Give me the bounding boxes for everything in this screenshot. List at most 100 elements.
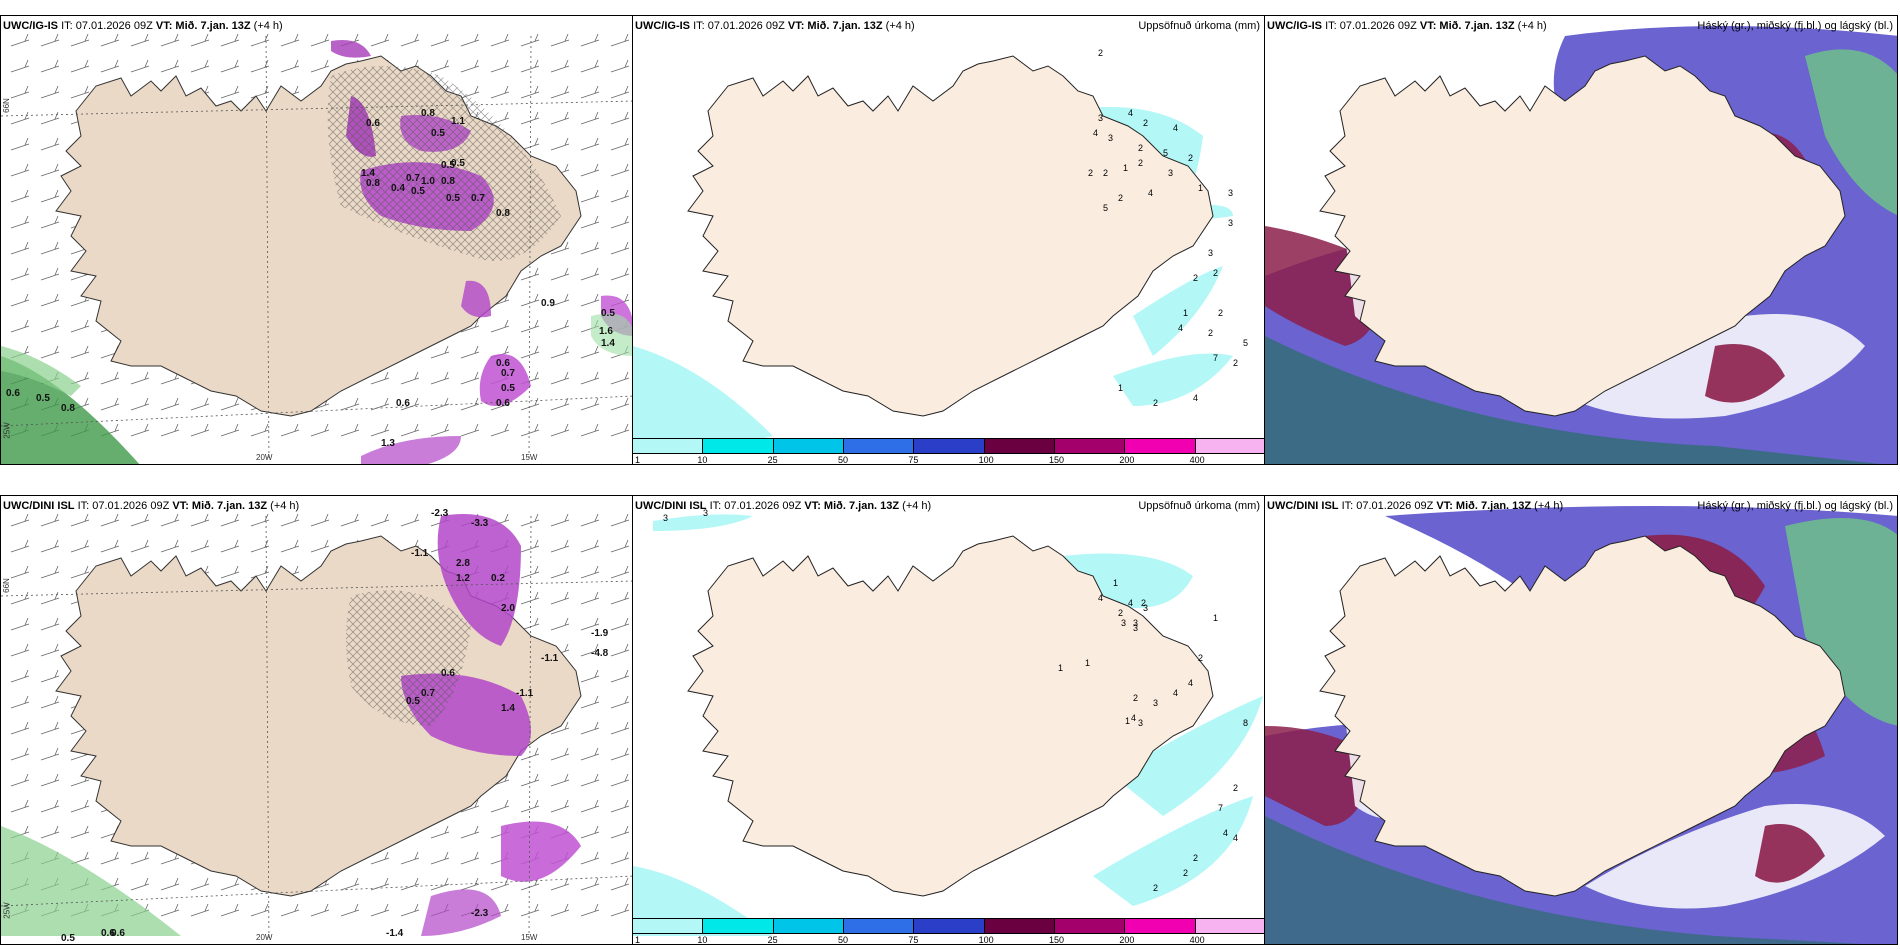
map-canvas: 0.81.10.50.60.50.7 1.0 0.80.50.8 0.4 0.50.51… (1, 33, 632, 464)
wind-barb (130, 539, 150, 553)
wind-barb (580, 877, 600, 891)
wind-barb (610, 397, 630, 411)
value-label: 1.0 (421, 176, 435, 187)
wind-barb (580, 851, 600, 865)
wind-barb (610, 825, 630, 839)
panel-precip-igis: UWC/IG-IS IT: 07.01.2026 09Z VT: Mið. 7.… (632, 15, 1265, 465)
wind-barb (40, 293, 60, 307)
wind-barb (70, 59, 90, 73)
value-label: 1.3 (381, 438, 395, 449)
wind-barb (220, 565, 240, 579)
wind-barb (370, 397, 390, 411)
temperature-labels: 0.81.10.50.60.50.7 1.0 0.80.50.8 0.4 0.50.51… (6, 108, 615, 449)
value-label: 4 (1233, 833, 1238, 843)
wind-barb (430, 423, 450, 437)
wind-barb (100, 851, 120, 865)
wind-barb (10, 33, 30, 47)
value-label: 0.6 (496, 358, 510, 369)
wind-barb (100, 513, 120, 527)
wind-barb (40, 267, 60, 281)
grid-line (265, 515, 270, 942)
wind-barb (40, 669, 60, 683)
colorbar-swatch (1195, 918, 1264, 934)
wind-barb (70, 565, 90, 579)
wind-barb (160, 59, 180, 73)
value-label: 1 (1118, 383, 1123, 393)
value-label: 0.5 (411, 186, 425, 197)
wind-barb (550, 565, 570, 579)
wind-barb (100, 59, 120, 73)
wind-barb (280, 903, 300, 917)
wind-barb (580, 799, 600, 813)
value-label: 1.6 (599, 326, 613, 337)
wind-barb (70, 539, 90, 553)
value-label: 0.6 (396, 398, 410, 409)
wind-barb (580, 241, 600, 255)
value-label: 0.8 (421, 108, 435, 119)
iceland-land (687, 55, 1214, 417)
wind-barb (490, 33, 510, 47)
value-label: 0.8 (61, 403, 75, 414)
wind-barb (400, 33, 420, 47)
value-label: 3 (1138, 718, 1143, 728)
wind-barb (370, 423, 390, 437)
wind-barb (100, 397, 120, 411)
value-label: 2 (1141, 598, 1146, 608)
wind-barb (610, 423, 630, 437)
panel-title: Háský (gr.), miðský (fj.bl.) og lágský (… (1697, 20, 1893, 32)
value-label: 1 (1113, 578, 1118, 588)
wind-barb (70, 85, 90, 99)
wind-barb (130, 851, 150, 865)
value-label: 2 (1208, 328, 1213, 338)
value-label: 1 (1058, 663, 1063, 673)
wind-barb (40, 617, 60, 631)
wind-barb (580, 423, 600, 437)
value-label: -1.1 (411, 548, 429, 559)
panel-title: Uppsöfnuð úrkoma (mm) (1138, 500, 1260, 512)
wind-barb (520, 773, 540, 787)
wind-barb (610, 267, 630, 281)
grid-line (528, 515, 532, 942)
colorbar-tick: 200 (1119, 935, 1135, 945)
value-label: 0.5 (61, 933, 75, 944)
wind-barb (190, 423, 210, 437)
wind-barb (310, 513, 330, 527)
value-label: 0.7 (501, 368, 515, 379)
value-label: 0.6 (111, 928, 125, 939)
wind-barb (610, 721, 630, 735)
wind-barb (160, 33, 180, 47)
value-label: 0.8 (366, 178, 380, 189)
value-label: 1 (1085, 658, 1090, 668)
wind-barb (40, 345, 60, 359)
value-label: 4 (1188, 678, 1193, 688)
value-label: 0.5 (501, 383, 515, 394)
value-label: 3 (1098, 113, 1103, 123)
wind-barb (610, 695, 630, 709)
lat-lon-grid (1, 515, 632, 942)
wind-barb (580, 59, 600, 73)
wind-barb (190, 513, 210, 527)
grid-line (1, 100, 632, 117)
wind-barb (10, 137, 30, 151)
iceland-land (687, 535, 1214, 897)
precip-colorbar: 1 10 25 50 75 100 150 200 400 (633, 438, 1264, 464)
wind-barb (550, 241, 570, 255)
wind-barb (610, 59, 630, 73)
wind-barb (550, 513, 570, 527)
value-label: 4 (1173, 123, 1178, 133)
wind-barb (580, 33, 600, 47)
wind-barb (40, 747, 60, 761)
wind-barb (460, 397, 480, 411)
value-label: 2 (1138, 158, 1143, 168)
wind-barb (550, 319, 570, 333)
value-label: 2 (1193, 273, 1198, 283)
value-label: 4 (1193, 393, 1198, 403)
wind-barb (550, 33, 570, 47)
wind-barb (340, 513, 360, 527)
wind-barb (550, 345, 570, 359)
wind-barb (520, 397, 540, 411)
wind-barb (250, 85, 270, 99)
wind-barb (550, 137, 570, 151)
wind-barb (250, 33, 270, 47)
value-label: 1.4 (601, 338, 615, 349)
